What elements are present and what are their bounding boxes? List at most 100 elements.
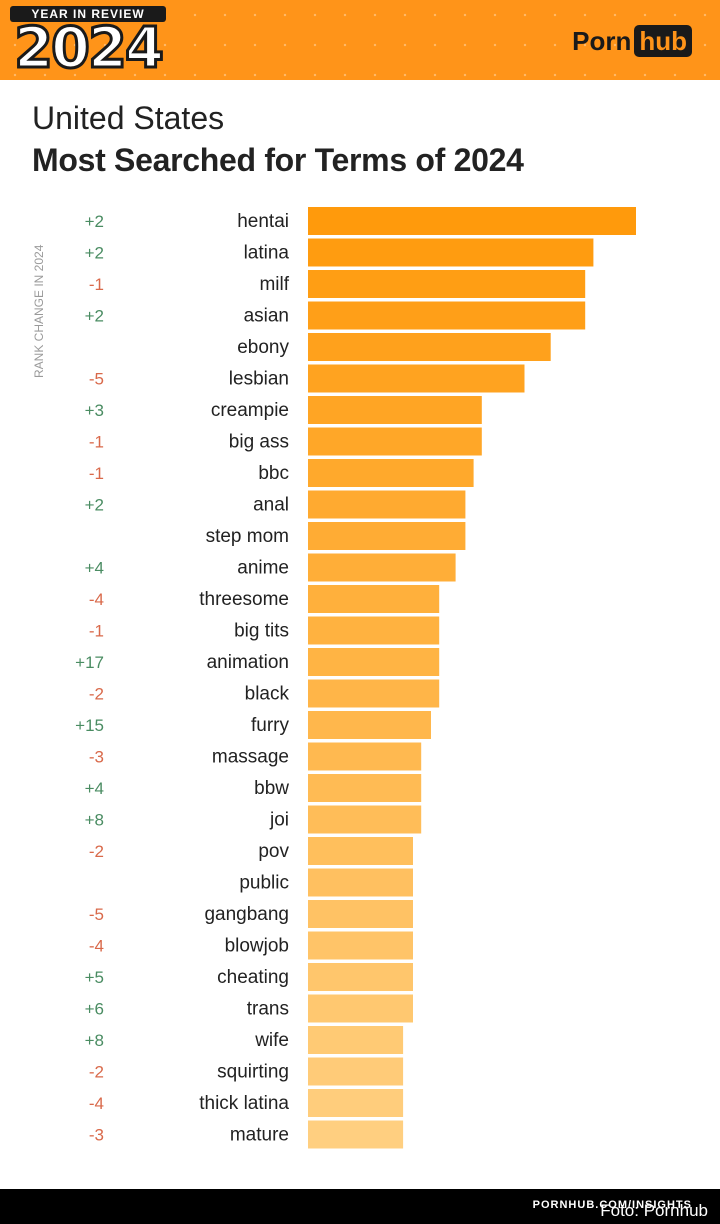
rank-change-value: -3 — [89, 748, 104, 767]
category-label: latina — [244, 243, 290, 264]
bar-blowjob — [308, 931, 413, 960]
rank-change-value: +15 — [75, 716, 104, 735]
rank-change-value: +5 — [85, 968, 104, 987]
insights-url[interactable]: PORNHUB.COM/INSIGHTS — [532, 1199, 692, 1211]
photo-credit: Foto: Pornhub — [600, 1201, 708, 1220]
bar-hentai — [308, 207, 636, 235]
rank-change-value: -4 — [89, 590, 104, 609]
logo-text-part2: hub — [634, 25, 692, 57]
category-label: animation — [207, 652, 289, 673]
rank-change-value: +3 — [85, 401, 104, 420]
bar-cheating — [308, 963, 413, 991]
brand-logo[interactable]: Porn hub — [572, 24, 692, 58]
category-label: creampie — [211, 400, 289, 421]
bar-thick-latina — [308, 1089, 404, 1117]
category-label: step mom — [206, 526, 289, 547]
rank-change-value: +8 — [85, 811, 104, 830]
bar-threesome — [308, 585, 440, 613]
category-label: gangbang — [204, 904, 289, 925]
rank-change-value: -1 — [89, 275, 104, 294]
rank-change-value: -2 — [89, 1063, 104, 1082]
rank-change-value: +17 — [75, 653, 104, 672]
bar-trans — [308, 994, 413, 1023]
category-label: milf — [259, 274, 289, 295]
category-label: furry — [251, 715, 290, 736]
category-label: anime — [237, 558, 289, 579]
bar-massage — [308, 742, 422, 771]
bar-latina — [308, 238, 594, 267]
rank-change-value: +4 — [85, 559, 104, 578]
category-label: big ass — [229, 432, 289, 453]
rank-change-value: -2 — [89, 685, 104, 704]
category-label: ebony — [237, 337, 289, 358]
category-label: bbc — [258, 463, 289, 484]
bar-pov — [308, 837, 413, 865]
bar-milf — [308, 270, 586, 298]
category-label: wife — [254, 1030, 289, 1051]
rank-change-value: -5 — [89, 905, 104, 924]
category-label: threesome — [199, 589, 289, 610]
bar-squirting — [308, 1057, 404, 1086]
rank-change-value: +2 — [85, 307, 104, 326]
category-label: hentai — [237, 211, 289, 232]
bar-creampie — [308, 396, 482, 424]
category-label: public — [239, 873, 289, 894]
category-label: trans — [247, 999, 289, 1020]
bar-animation — [308, 648, 440, 676]
badge-year: 2024 — [13, 16, 166, 81]
rank-change-value: +8 — [85, 1031, 104, 1050]
bar-big-tits — [308, 616, 440, 645]
bar-black — [308, 679, 440, 708]
bar-asian — [308, 301, 586, 330]
category-label: pov — [258, 841, 289, 862]
rank-change-value: -4 — [89, 1094, 104, 1113]
rank-change-value: +6 — [85, 1000, 104, 1019]
category-label: joi — [269, 810, 289, 831]
rank-change-value: -1 — [89, 433, 104, 452]
rank-change-value: -1 — [89, 622, 104, 641]
rank-change-value: -3 — [89, 1126, 104, 1145]
rank-change-value: -1 — [89, 464, 104, 483]
bar-gangbang — [308, 900, 413, 928]
bar-ebony — [308, 333, 551, 361]
bar-mature — [308, 1120, 404, 1149]
country-heading: United States — [32, 100, 225, 136]
category-label: anal — [253, 495, 289, 516]
bar-bbw — [308, 774, 422, 802]
bar-public — [308, 868, 413, 897]
chart-title: Most Searched for Terms of 2024 — [32, 142, 524, 178]
category-label: asian — [244, 306, 289, 327]
bar-step-mom — [308, 522, 466, 550]
year-in-review-badge: YEAR IN REVIEW 2024 — [10, 6, 166, 81]
category-label: black — [245, 684, 290, 705]
category-label: big tits — [234, 621, 289, 642]
bar-wife — [308, 1026, 404, 1054]
logo-text-part1: Porn — [572, 25, 632, 56]
bar-big-ass — [308, 427, 482, 456]
bar-anal — [308, 490, 466, 519]
category-label: bbw — [254, 778, 289, 799]
rank-change-value: +2 — [85, 212, 104, 231]
bar-lesbian — [308, 364, 525, 393]
bar-anime — [308, 553, 456, 582]
category-label: lesbian — [229, 369, 289, 390]
rank-change-value: -5 — [89, 370, 104, 389]
bar-joi — [308, 805, 422, 834]
category-label: thick latina — [199, 1093, 289, 1114]
category-label: cheating — [217, 967, 289, 988]
rank-change-value: +2 — [85, 496, 104, 515]
badge-label: YEAR IN REVIEW — [10, 6, 166, 22]
rank-change-value: +2 — [85, 244, 104, 263]
footer-bar: PORNHUB.COM/INSIGHTS Foto: Pornhub — [0, 1189, 720, 1224]
category-label: massage — [212, 747, 289, 768]
rank-change-value: +4 — [85, 779, 104, 798]
bar-furry — [308, 711, 431, 739]
header-banner: YEAR IN REVIEW 2024 Porn hub — [0, 0, 720, 80]
rank-change-value: -4 — [89, 937, 104, 956]
category-label: squirting — [217, 1062, 289, 1083]
rank-change-value: -2 — [89, 842, 104, 861]
category-label: mature — [230, 1125, 289, 1146]
category-label: blowjob — [225, 936, 289, 957]
bar-bbc — [308, 459, 474, 487]
